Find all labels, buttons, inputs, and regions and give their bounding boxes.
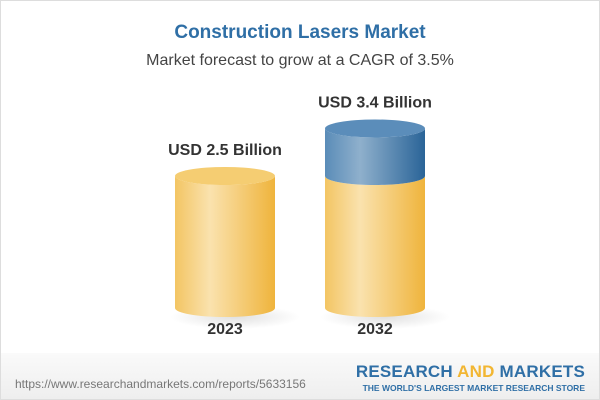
cylinder-2023 [175, 176, 275, 317]
footer: https://www.researchandmarkets.com/repor… [1, 353, 599, 399]
research-and-markets-logo[interactable]: RESEARCH AND MARKETS THE WORLD'S LARGEST… [356, 362, 585, 393]
cylinder-base-segment-2032 [325, 176, 425, 317]
source-url[interactable]: https://www.researchandmarkets.com/repor… [15, 377, 306, 391]
logo-text-and: AND [457, 362, 495, 381]
cylinder-top [325, 119, 425, 138]
data-label: USD 2.5 Billion [168, 142, 282, 159]
category-label: 2023 [207, 321, 243, 338]
logo-text: RESEARCH [355, 362, 458, 381]
chart-title: Construction Lasers Market [174, 22, 426, 43]
cylinder-top [175, 167, 275, 185]
logo-text: MARKETS [494, 362, 585, 381]
cylinder-chart: USD 2.5 Billion 2023 USD 3.4 Billion 2032 [168, 94, 450, 338]
cylinder-growth-segment-2032 [325, 128, 425, 185]
logo-tagline: THE WORLD'S LARGEST MARKET RESEARCH STOR… [362, 383, 585, 393]
data-label: USD 3.4 Billion [318, 94, 432, 111]
chart-subtitle: Market forecast to grow at a CAGR of 3.5… [146, 52, 454, 69]
category-label: 2032 [357, 321, 393, 338]
